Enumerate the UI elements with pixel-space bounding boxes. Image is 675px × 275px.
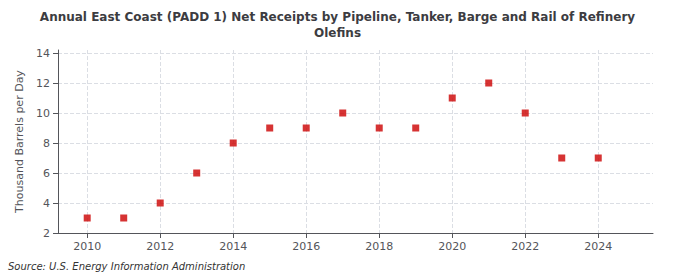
svg-text:Source: U.S. Energy Informatio: Source: U.S. Energy Information Administ…	[8, 261, 245, 272]
svg-text:10: 10	[36, 107, 50, 120]
svg-text:2018: 2018	[365, 240, 393, 253]
svg-text:2016: 2016	[292, 240, 320, 253]
svg-text:4: 4	[43, 197, 50, 210]
svg-text:Annual East Coast (PADD 1) Net: Annual East Coast (PADD 1) Net Receipts …	[40, 10, 635, 24]
svg-text:2022: 2022	[511, 240, 539, 253]
svg-text:2012: 2012	[146, 240, 174, 253]
svg-text:2020: 2020	[438, 240, 466, 253]
svg-text:2: 2	[43, 227, 50, 240]
svg-text:2010: 2010	[73, 240, 101, 253]
svg-text:12: 12	[36, 77, 50, 90]
svg-text:2024: 2024	[584, 240, 612, 253]
svg-text:2014: 2014	[219, 240, 247, 253]
svg-text:8: 8	[43, 137, 50, 150]
svg-text:14: 14	[36, 47, 50, 60]
svg-text:6: 6	[43, 167, 50, 180]
svg-text:Thousand Barrels per Day: Thousand Barrels per Day	[13, 70, 26, 214]
svg-text:Olefins: Olefins	[314, 26, 361, 40]
